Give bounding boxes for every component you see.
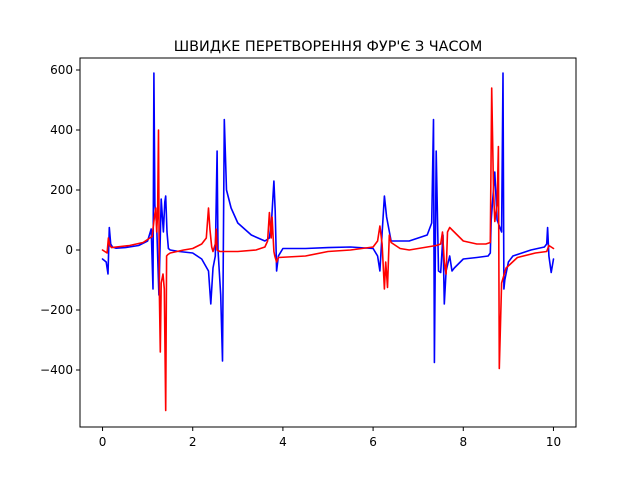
- series-line-2: [101, 87, 555, 412]
- y-axis: −400 −200 0 200 400 600: [40, 63, 80, 377]
- chart-title: ШВИДКЕ ПЕРЕТВОРЕННЯ ФУР'Є З ЧАСОМ: [174, 39, 483, 55]
- y-tick-label: 400: [50, 123, 73, 137]
- x-tick-label: 2: [189, 435, 197, 449]
- y-tick-label: 200: [50, 183, 73, 197]
- x-tick-label: 0: [99, 435, 107, 449]
- x-tick-label: 4: [279, 435, 287, 449]
- x-axis: 0 2 4 6 8 10: [99, 427, 561, 449]
- x-tick-label: 6: [369, 435, 377, 449]
- y-tick-label: 0: [65, 243, 73, 257]
- plot-area: [101, 72, 555, 412]
- axes-frame: [79, 57, 577, 428]
- x-tick-label: 10: [546, 435, 561, 449]
- y-tick-label: −400: [40, 363, 73, 377]
- x-tick-label: 8: [459, 435, 467, 449]
- y-tick-label: −200: [40, 303, 73, 317]
- y-tick-label: 600: [50, 63, 73, 77]
